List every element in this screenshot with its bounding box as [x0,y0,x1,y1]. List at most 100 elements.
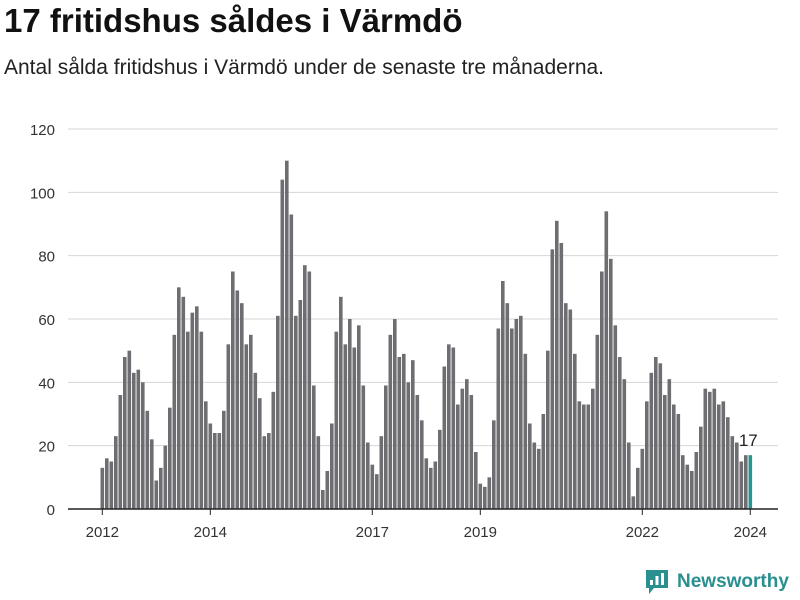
bar [694,452,699,509]
bar [564,303,568,509]
y-tick-label: 100 [30,185,55,202]
bar [681,455,685,509]
bar [573,353,577,509]
bar [438,429,442,509]
bar [145,410,150,509]
bar [235,290,240,509]
bar [510,328,514,509]
bar [357,325,361,509]
bar [631,496,636,509]
bar [294,315,298,509]
bar [492,420,496,509]
bar [163,445,168,509]
bar [577,401,582,509]
bar [208,423,213,509]
y-tick-label: 20 [38,439,55,456]
bar [595,334,600,509]
bar [676,414,681,509]
bar [721,401,726,509]
chart-title: 17 fritidshus såldes i Värmdö [4,2,463,39]
bar [555,220,559,510]
bar [334,331,339,509]
bar [582,404,586,509]
bar [654,357,658,509]
bar [222,410,226,509]
bar [483,486,487,509]
bar [528,423,532,509]
bar [397,357,402,509]
newsworthy-logo-icon [646,570,668,594]
bar [519,315,523,509]
highlighted-bar [748,455,753,509]
bar [366,442,370,509]
bar [613,325,618,509]
bar [712,388,717,509]
bar [523,353,528,509]
bar [154,480,159,509]
bar [352,347,357,509]
y-tick-label: 120 [30,122,55,139]
bar [253,372,258,509]
bar [690,471,694,509]
bar [393,319,397,509]
bar [406,382,411,509]
bar [658,363,663,509]
bar [100,467,105,509]
bar [343,344,348,509]
bar [348,319,352,509]
bar [123,357,127,509]
bar [460,388,465,509]
bar [289,214,294,509]
bar [505,303,510,509]
bar [267,433,271,509]
bar [141,382,145,509]
bar [132,372,136,509]
bar [636,467,640,509]
bar [568,309,573,509]
bar [537,448,541,509]
bar [685,464,690,509]
bar [402,353,406,509]
bar [478,483,483,509]
bar [672,404,676,509]
y-tick-label: 0 [47,502,55,519]
bar [501,281,505,509]
bar [649,372,654,509]
bar [600,271,604,509]
bar [199,331,204,509]
bar [559,243,564,509]
bar [447,344,451,509]
bar [541,414,546,509]
bar [456,404,460,509]
bar [703,388,708,509]
bar [298,300,303,509]
bar [411,360,415,509]
bar [280,179,285,509]
bar [726,417,730,509]
bar [487,477,492,509]
bar [307,271,312,509]
bar [474,452,478,509]
bar [375,474,379,509]
bar [469,395,474,509]
bar [231,271,235,509]
bar [609,258,613,509]
bar [325,471,330,509]
bar [118,395,123,509]
bar [514,319,519,509]
bar [312,385,316,509]
brand-logo: Newsworthy [644,568,789,596]
bar [532,442,537,509]
bar [663,395,667,509]
bar [645,401,649,509]
bar [159,467,163,509]
bar [429,467,433,509]
bar [168,407,172,509]
bar [195,306,199,509]
bar [586,404,591,509]
bar [730,436,735,509]
x-tick-label: 2022 [626,524,659,541]
bar [244,344,249,509]
bar [105,458,109,509]
x-tick-label: 2014 [194,524,227,541]
